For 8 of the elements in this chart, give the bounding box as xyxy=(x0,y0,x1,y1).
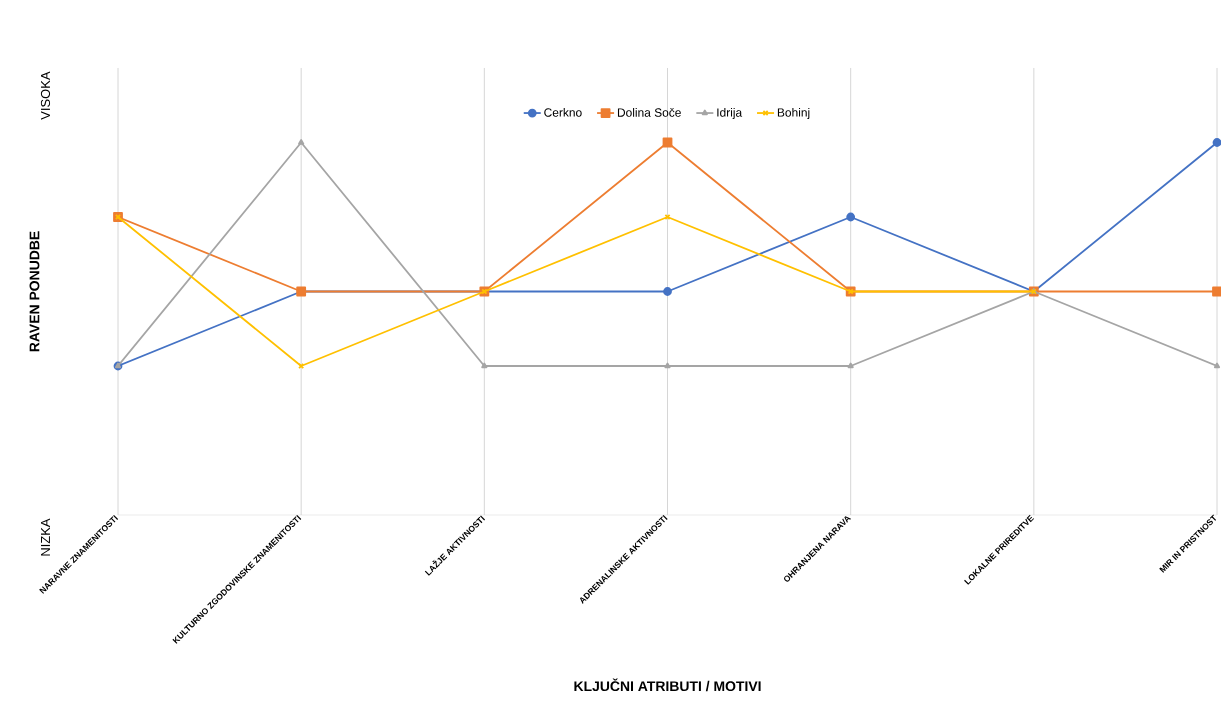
text: NIZKA xyxy=(41,518,50,556)
y-axis-title: RAVEN PONUDBE xyxy=(29,231,40,352)
x-axis-title: KLJUČNI ATRIBUTI / MOTIVI xyxy=(574,678,761,692)
legend-label: Cerkno xyxy=(544,107,582,117)
text: VISOKA xyxy=(40,71,51,120)
legend-label: Bohinj xyxy=(777,107,810,120)
legend-label: Dolina Soče xyxy=(617,107,681,117)
legend-label: Idrija xyxy=(717,107,743,120)
